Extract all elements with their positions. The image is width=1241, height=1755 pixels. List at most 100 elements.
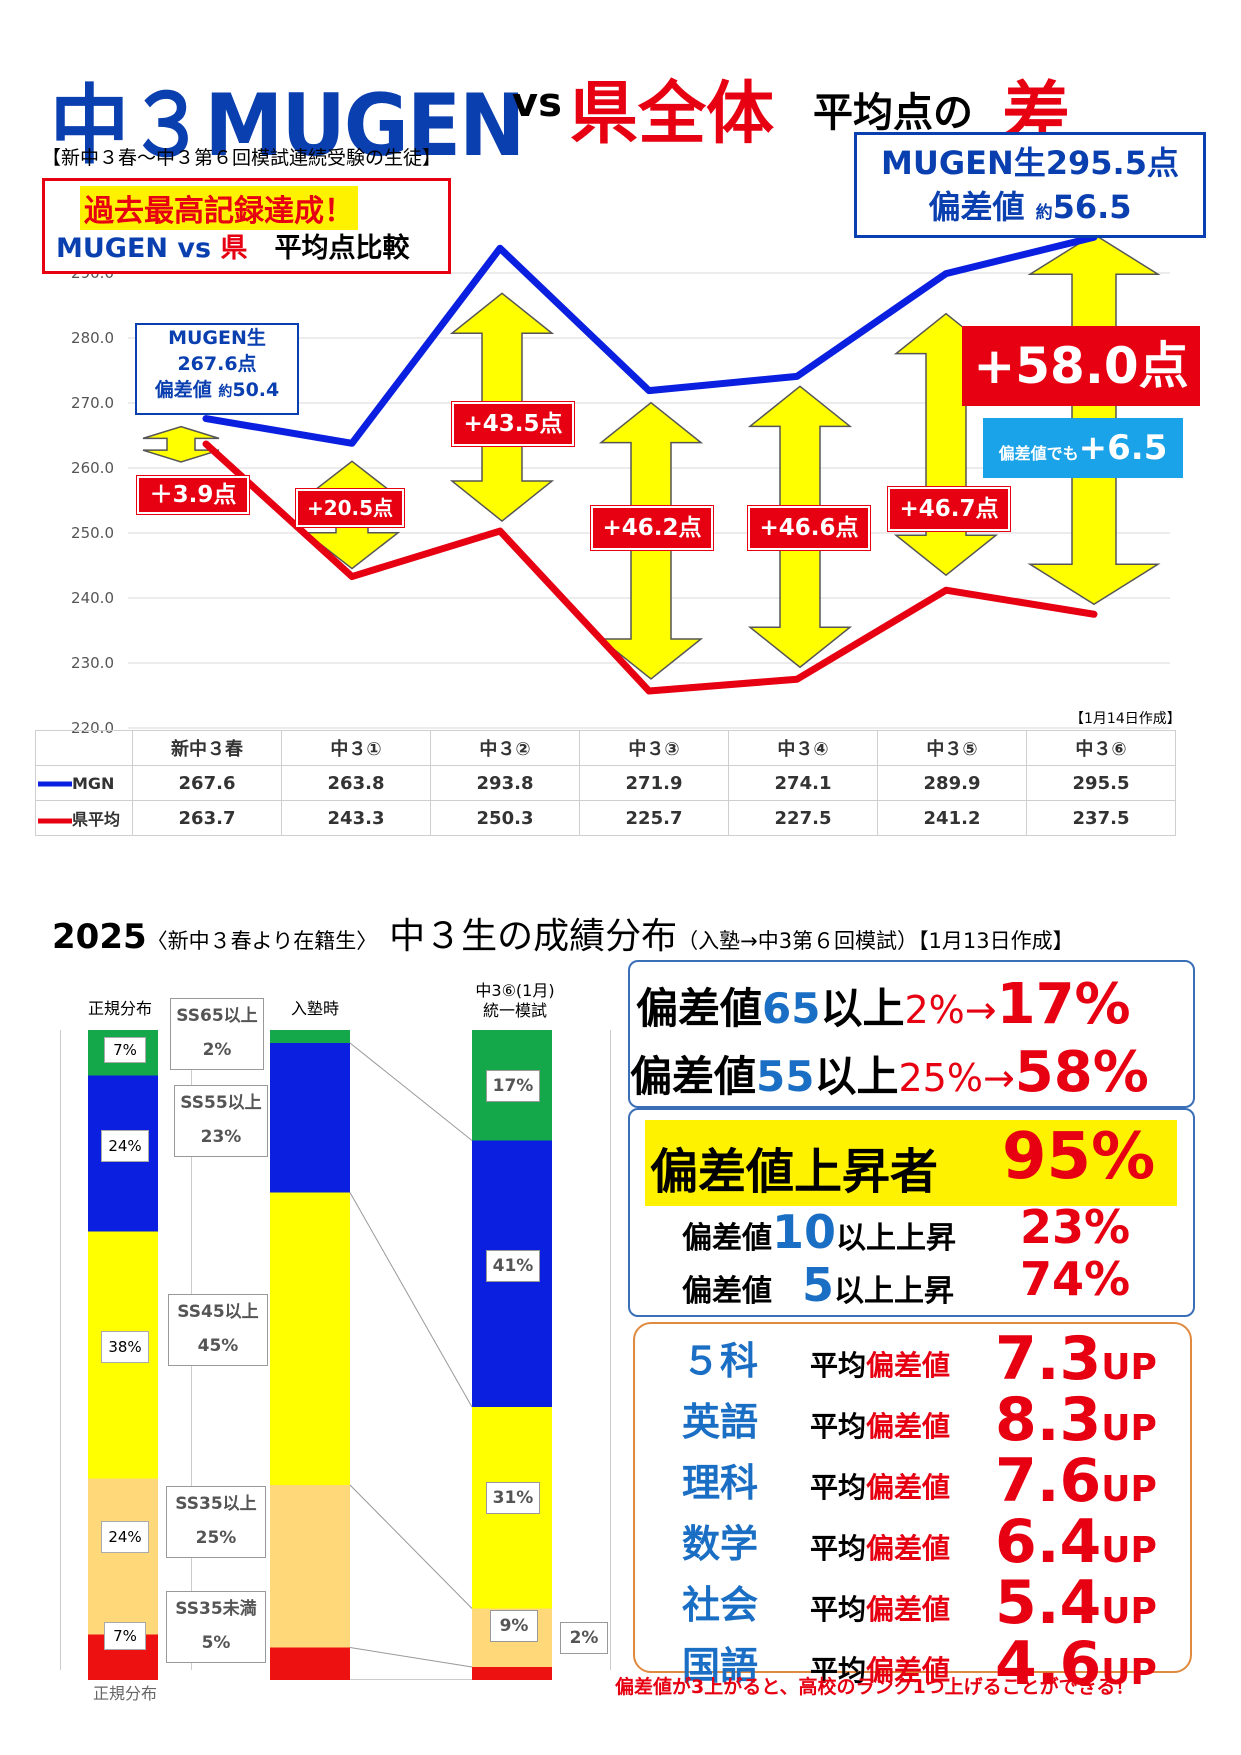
record-rest: 平均点比較: [247, 233, 410, 264]
subject-name: ５科: [681, 1339, 758, 1383]
table-cell: 227.5: [728, 800, 878, 836]
table-header: 中３④: [728, 730, 878, 766]
r10-c: 以上上昇: [836, 1221, 957, 1256]
r5-c: 以上上昇: [834, 1274, 955, 1309]
ss-callout-2-value: 45%: [197, 1336, 239, 1356]
final-pct-2: 31%: [486, 1482, 540, 1514]
subject-avg: 平均偏差値: [810, 1344, 950, 1384]
table-header: 中３⑤: [877, 730, 1027, 766]
ss65-line: 偏差値65以上2%→17%: [636, 972, 1131, 1037]
series-lines: [202, 233, 1098, 695]
final-pct-1: 41%: [486, 1250, 540, 1282]
dist-title: 中３生の成績分布: [389, 916, 678, 957]
ss-callout-0-value: 2%: [202, 1040, 232, 1060]
page-title: 中３MUGEN: [50, 76, 525, 176]
ss55-line: 偏差値55以上25%→58%: [630, 1040, 1149, 1105]
total-gap: +58.0点: [962, 326, 1200, 406]
subject-up: 7.3UP: [995, 1324, 1157, 1394]
year: 2025: [52, 917, 147, 957]
ss-callout-3: SS35以上 25%: [166, 1486, 266, 1558]
table-row: MGN 267.6 263.8 293.8 271.9 274.1 289.9 …: [35, 765, 1176, 801]
table-cell: 271.9: [579, 765, 729, 801]
rise-box: [628, 1108, 1195, 1317]
bar-segment-entry: [270, 1043, 350, 1193]
y-tick-label: 230.0: [71, 654, 114, 672]
col-normal-heading: 正規分布: [87, 999, 152, 1018]
bar-segment-entry: [270, 1647, 350, 1680]
legend-mgn-label: MGN: [72, 773, 115, 793]
r5-b: 5: [802, 1258, 835, 1312]
avg-b: 偏差値: [866, 1349, 951, 1382]
start-score-box: MUGEN生 267.6点 偏差値 約50.4: [135, 323, 299, 415]
ss-callout-3-label: SS35以上: [175, 1494, 257, 1514]
final-dev-value: 56.5: [1052, 188, 1132, 226]
subject-up: 5.4UP: [995, 1568, 1157, 1638]
footer-normal: 正規分布: [92, 1684, 157, 1703]
subject-avg: 平均偏差値: [810, 1527, 950, 1567]
deviation-gain: 偏差値でも+6.5: [983, 418, 1183, 478]
connector-line: [349, 1192, 473, 1408]
normal-pct-2: 38%: [101, 1331, 149, 1363]
table-cell: 225.7: [579, 800, 729, 836]
rise10-line: 偏差値10以上上昇: [682, 1205, 956, 1259]
gap-label-2: +43.5点: [452, 402, 574, 446]
connector-line: [349, 1042, 473, 1141]
normal-pct-0: 7%: [104, 1037, 146, 1063]
exams: （入塾→中3第６回模試）: [677, 929, 919, 953]
subject-up: 4.6UP: [995, 1629, 1157, 1699]
start-dev-approx: 約: [218, 384, 233, 400]
up-unit: UP: [1101, 1469, 1157, 1510]
up-value: 4.6: [995, 1629, 1102, 1699]
avg-a: 平均: [810, 1410, 867, 1443]
table-cell: 267.6: [132, 765, 282, 801]
subject-row: 社会 平均偏差値 5.4UP: [640, 1568, 1190, 1638]
table-cell: 241.2: [877, 800, 1027, 836]
y-tick-label: 250.0: [71, 524, 114, 542]
avg-b: 偏差値: [866, 1593, 951, 1626]
table-corner: [35, 730, 133, 766]
ss-callout-2: SS45以上 45%: [168, 1294, 268, 1366]
title-ken: 県全体: [570, 75, 775, 154]
normal-pct-1: 24%: [101, 1130, 149, 1162]
section2-title: 2025〈新中３春より在籍生〉 中３生の成績分布（入塾→中3第６回模試）【1月1…: [52, 907, 1074, 959]
gap-label-4: +46.6点: [748, 506, 870, 550]
avg-a: 平均: [810, 1654, 867, 1687]
ss-callout-2-label: SS45以上: [177, 1302, 259, 1322]
subject-name: 社会: [681, 1583, 758, 1627]
r5-a: 偏差値: [682, 1274, 802, 1309]
dev-gain-value: +6.5: [1078, 428, 1168, 468]
up-unit: UP: [1101, 1530, 1157, 1571]
r5-value: 74%: [1020, 1252, 1131, 1306]
avg-a: 平均: [810, 1593, 867, 1626]
avg-a: 平均: [810, 1532, 867, 1565]
up-unit: UP: [1101, 1591, 1157, 1632]
rise5-line: 偏差値 5以上上昇: [682, 1258, 954, 1312]
table-cell: 274.1: [728, 765, 878, 801]
connector-line: [349, 1484, 473, 1609]
subject-name: 数学: [681, 1522, 758, 1566]
up-value: 6.4: [995, 1507, 1102, 1577]
final-pct-4: 2%: [560, 1622, 608, 1654]
period: 〈新中３春より在籍生〉: [146, 929, 378, 953]
subtitle: 【新中３春～中３第６回模試連続受験の生徒】: [42, 147, 442, 169]
gap-label-0: ＋3.9点: [137, 476, 249, 514]
col-final-heading-1: 中3⑥(1月): [475, 981, 555, 1000]
ken-line: [202, 440, 1098, 695]
ss65-b: 65: [762, 984, 821, 1033]
normal-pct-4: 7%: [104, 1622, 146, 1650]
score-table: 新中３春 中３① 中３② 中３③ 中３④ 中３⑤ 中３⑥ MGN 267.6 2…: [35, 730, 1176, 836]
table-cell: 250.3: [430, 800, 580, 836]
ss-callout-4: SS35未満 5%: [166, 1591, 266, 1663]
frame-right: [610, 1030, 611, 1670]
r10-b: 10: [772, 1205, 837, 1259]
bar-segment-entry: [270, 1030, 350, 1043]
final-pct-3: 9%: [490, 1610, 538, 1642]
normal-pct-3: 24%: [101, 1521, 149, 1553]
col-final-heading-2: 統一模試: [482, 1001, 547, 1020]
subject-avg: 平均偏差値: [810, 1466, 950, 1506]
subject-name: 国語: [681, 1644, 758, 1688]
ss-callout-1-label: SS55以上: [180, 1093, 262, 1113]
up-unit: UP: [1101, 1652, 1157, 1693]
final-dev-approx: 約: [1035, 203, 1053, 223]
